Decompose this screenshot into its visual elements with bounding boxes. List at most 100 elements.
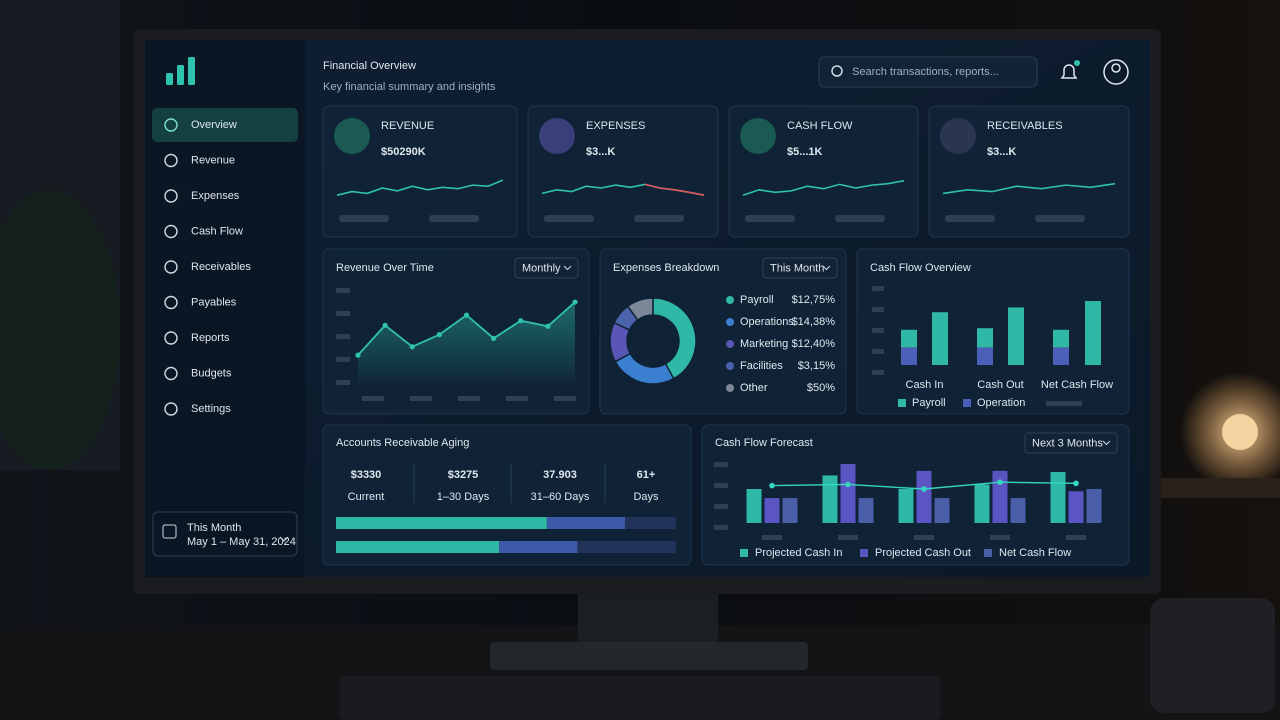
aging-label: 31–60 Days [531,491,590,503]
point [545,323,551,329]
blurred-text [336,357,350,362]
nav: Overview Revenue Expenses Cash Flow Receivab… [164,118,251,416]
legend-label: Operations [740,316,794,328]
bar [1053,329,1069,348]
kpi-label: EXPENSES [586,120,645,132]
nav-label: Payables [191,296,237,308]
point [572,299,578,305]
legend-dot [726,318,734,326]
kpi-card [728,105,919,238]
dropdown[interactable] [762,257,838,279]
aging-bar [499,541,578,553]
chevron [279,536,289,542]
legend-label: Projected Cash Out [875,547,971,559]
panel-title: Cash Flow Forecast [715,437,813,449]
notification-bell[interactable] [1060,64,1078,79]
legend-amount: $50% [807,382,835,394]
bar [1053,347,1069,365]
plant [0,190,120,470]
aging-bar [625,517,676,529]
blurred-text [336,288,350,293]
page-subtitle: Key financial summary and insights [323,81,496,93]
legend-swatch [898,399,906,407]
shelf [1160,478,1280,498]
nav-icon [164,295,178,310]
legend-dot [726,384,734,392]
bar [782,498,798,523]
blurred-text [336,380,350,385]
legend-label: Net Cash Flow [999,547,1071,559]
bar [822,475,838,523]
dropdown-label: Next 3 Months [1032,437,1103,449]
aging-bar [577,541,676,553]
blurred-text [835,215,885,222]
bar [901,347,917,365]
aging-bar [336,517,547,529]
nav-label: Budgets [191,367,232,379]
blurred-text [762,535,782,540]
content: REVENUE $50290K EXPENSES $3...K CASH FLOW $5.… [322,105,1130,566]
bar [840,464,856,523]
nav-label: Reports [191,332,230,344]
blurred-text [714,504,728,509]
kpi-value: $3...K [987,146,1016,158]
blurred-text [339,215,389,222]
search-icon [831,65,843,77]
bar [898,489,914,523]
blurred-text [914,535,934,540]
point [491,335,497,341]
bar [974,484,990,523]
legend-dot [726,296,734,304]
blurred-text [945,215,995,222]
point [355,352,361,358]
blurred-text [714,483,728,488]
user-avatar[interactable] [1103,59,1129,85]
aging-label: Current [348,491,385,503]
period-label: This Month [187,522,241,534]
monitor-base [490,642,808,670]
nav-icon [164,260,178,274]
blurred-text [838,535,858,540]
bar [977,347,993,365]
x-tick-label: Cash Out [977,379,1023,391]
aging-bar [546,517,625,529]
lamp [1222,414,1258,450]
legend-label: Payroll [912,397,946,409]
legend-amount: $12,40% [792,338,836,350]
mug [1150,598,1275,713]
search-box[interactable] [818,56,1038,88]
bar [1085,301,1101,365]
panel-title: Expenses Breakdown [613,262,719,274]
blurred-text [745,215,795,222]
period-select[interactable] [152,511,298,557]
kpi-card [322,105,518,238]
bar [977,328,993,348]
nav-icon [164,402,178,416]
point [921,486,927,492]
user-avatar-head [1111,63,1121,73]
panel-title: Revenue Over Time [336,262,434,274]
legend-dot [726,340,734,348]
aging-value: 61+ [637,469,656,481]
blurred-text [429,215,479,222]
nav-label: Overview [191,119,237,131]
nav-icon [164,331,178,345]
blurred-text [1066,535,1086,540]
blurred-text [872,349,884,354]
legend-swatch [860,549,868,557]
x-tick-label: Net Cash Flow [1041,379,1113,391]
dropdown[interactable] [514,257,579,279]
blurred-text [714,462,728,467]
page-title: Financial Overview [323,60,416,72]
kpi-value: $50290K [381,146,426,158]
legend-label: Operation [977,397,1025,409]
kpi-label: RECEIVABLES [987,120,1063,132]
period-range: May 1 – May 31, 2024 [187,536,296,548]
bar [1068,491,1084,523]
dropdown[interactable] [1024,432,1118,454]
legend-swatch [740,549,748,557]
bar [1050,472,1066,523]
legend-swatch [984,549,992,557]
kpi-label: REVENUE [381,120,434,132]
